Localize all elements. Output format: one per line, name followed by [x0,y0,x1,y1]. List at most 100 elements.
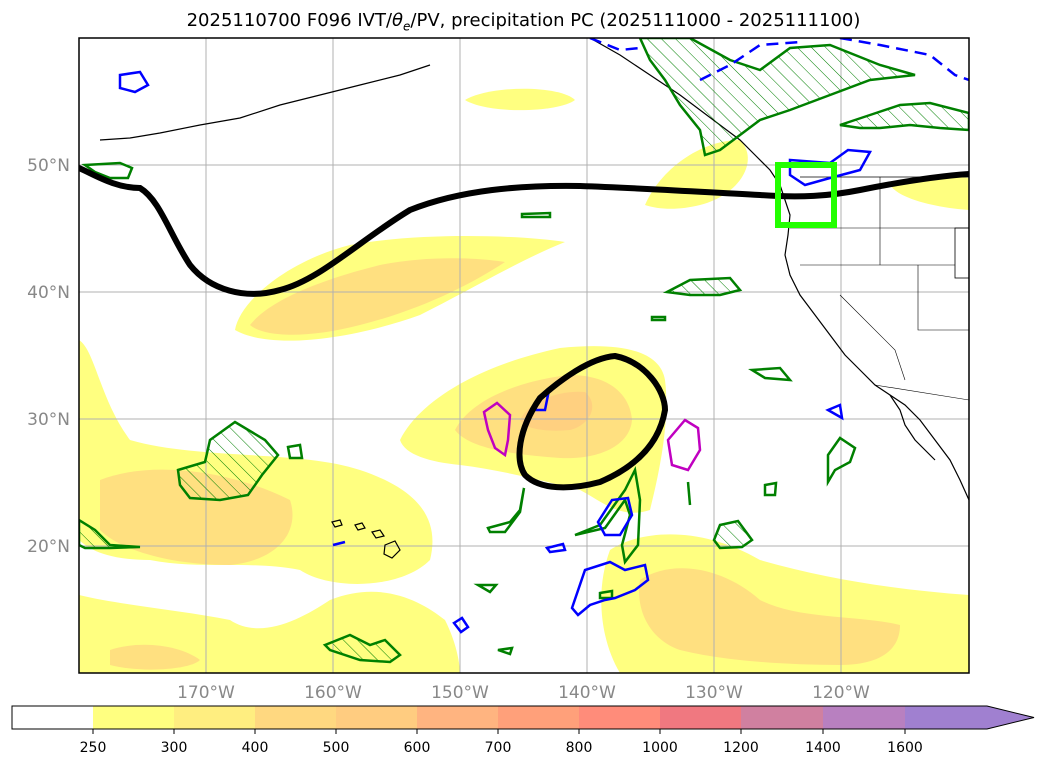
colorbar-seg-1600 [905,706,1034,729]
title-theta: θ [392,10,404,31]
theta-contour-small-3 [650,315,667,322]
theta-neg-south-mid [596,496,634,537]
island-hawaii [383,540,401,559]
pv-contour-jet [79,165,969,297]
ivt-region-central-north-inner [250,258,505,335]
theta-neg-small-3 [825,403,844,421]
ivt-region-north [465,88,575,111]
coast-north-america-west [779,184,969,501]
theta-neg-coast-box [788,148,873,187]
ivt-region-southwest-inner [110,644,200,670]
theta-contour-southwest [79,518,141,550]
theta-contour-small-7 [686,481,692,506]
theta-contour-west [176,420,280,502]
theta-negative-contours [118,38,969,634]
theta-neg-north-dashed [589,38,969,82]
lat-label-20N: 20°N [27,537,70,557]
theta-contour-south-center [486,487,526,534]
colorbar-tick-500: 500 [323,740,350,756]
lon-label-150W: 150°W [431,683,489,703]
colorbar-outline [11,705,1035,730]
colorbar-seg-800 [579,706,660,729]
ivt-region-southeast-inner [639,568,900,665]
colorbar [11,705,1035,730]
region-highlight-box [775,162,837,228]
colorbar-seg-600 [417,706,498,729]
colorbar-tick-400: 400 [242,740,269,756]
theta-contour-northwest [81,161,134,180]
theta-contour-small-1 [286,443,304,460]
lon-label-170W: 170°W [177,683,235,703]
theta-contour-small-5 [497,646,514,656]
title-init: 2025110700 [186,10,302,31]
lat-label-50N: 50°N [27,156,70,176]
colorbar-ticks [92,729,906,734]
magenta-contours [482,401,702,472]
lat-label-40N: 40°N [27,283,70,303]
colorbar-tick-600: 600 [404,740,431,756]
colorbar-seg-1200 [741,706,823,729]
ivt-region-central-core [520,391,593,431]
title-fields-suffix: /PV, precipitation PC (2025111000 - 2025… [410,10,861,31]
colorbar-seg-700 [498,706,579,729]
title-theta-sub: e [403,19,411,34]
colorbar-tick-1200: 1200 [723,740,759,756]
theta-contour-south-vertical [574,466,642,566]
map-title: 2025110700 F096 IVT/θe/PV, precipitation… [0,10,1047,34]
theta-neg-small-5 [332,540,346,547]
title-fields-prefix: IVT/ [357,10,393,31]
graticule [79,38,969,673]
border-states-4 [917,265,969,331]
colorbar-tick-1400: 1400 [805,740,841,756]
theta-contour-small-4 [473,583,499,594]
theta-contour-small-2 [763,481,778,497]
theta-neg-small-2 [452,616,470,634]
border-states-5 [839,294,906,381]
pv-contour-cutoff-low [516,352,669,491]
theta-contour-south-bottom [322,633,402,664]
theta-contour-southeast [712,519,754,550]
coastlines [99,38,969,501]
coast-baja [889,394,936,461]
theta-contour-east [826,436,857,487]
magenta-contour-east [666,418,702,472]
lon-label-140W: 140°W [558,683,616,703]
colorbar-tick-700: 700 [485,740,512,756]
map-frame [78,37,970,674]
lat-label-30N: 30°N [27,410,70,430]
island-oahu [354,522,366,531]
colorbar-under [12,706,93,729]
lon-label-120W: 120°W [812,683,870,703]
colorbar-tick-1000: 1000 [642,740,678,756]
island-maui [371,529,385,539]
theta-contour-north-coast [638,38,916,157]
theta-neg-south-center [570,560,650,617]
colorbar-tick-300: 300 [161,740,188,756]
island-kauai [331,519,343,528]
theta-contour-east-small [748,366,793,382]
theta-contour-north-small [520,211,552,219]
title-forecast: F096 [306,10,352,31]
coast-alaska-peninsula [99,64,431,141]
map-area [79,38,969,673]
theta-contour-mid [662,276,743,297]
colorbar-seg-250 [93,706,174,729]
colorbar-tick-800: 800 [566,740,593,756]
theta-neg-northwest [118,70,150,94]
theta-neg-small-1 [544,542,567,554]
colorbar-seg-400 [255,706,336,729]
theta-contour-northeast [839,101,969,132]
theta-e-contours [79,38,969,664]
hawaii-islands [331,519,401,559]
colorbar-tick-1600: 1600 [887,740,923,756]
ivt-shading [79,88,969,673]
ivt-region-east [890,176,969,210]
pv-contours [79,165,969,491]
lon-label-160W: 160°W [304,683,362,703]
border-us-mexico [874,384,969,401]
colorbar-tick-250: 250 [80,740,107,756]
border-box-northeast [954,227,969,279]
colorbar-seg-500 [336,706,417,729]
colorbar-seg-1000 [660,706,741,729]
